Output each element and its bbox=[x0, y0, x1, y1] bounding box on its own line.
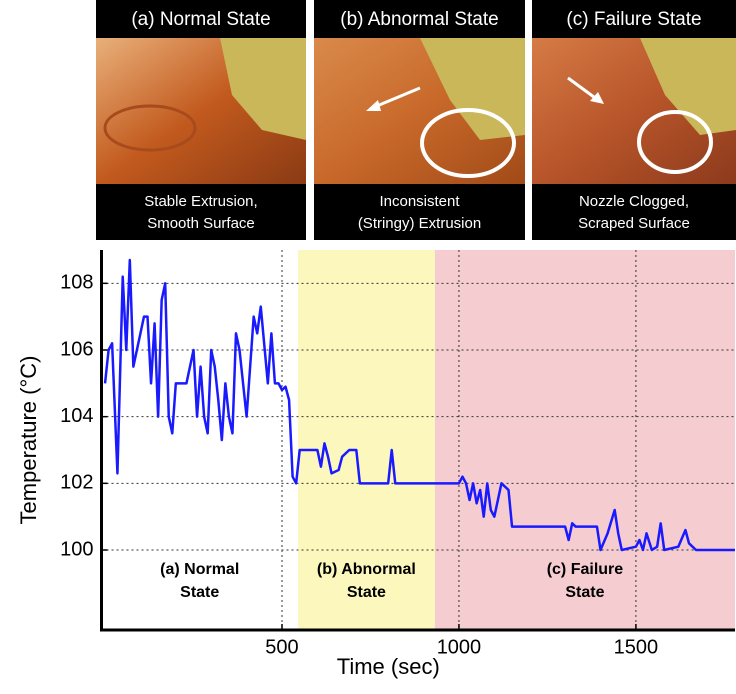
region-label: (c) Failure bbox=[547, 561, 624, 578]
panel-caption: Inconsistent bbox=[379, 193, 460, 210]
photos bbox=[96, 38, 736, 184]
region-label: State bbox=[565, 584, 604, 601]
panel-header: (b) Abnormal State bbox=[340, 9, 498, 30]
y-tick-label: 102 bbox=[60, 472, 93, 494]
region-label: State bbox=[180, 584, 219, 601]
panel-header: (c) Failure State bbox=[566, 9, 701, 30]
plot: (a) Normal State (b) Abnormal State (c) Fail… bbox=[16, 250, 735, 679]
x-tick-label: 500 bbox=[265, 636, 298, 658]
panel-caption: Stable Extrusion, bbox=[144, 193, 257, 210]
panel-caption: Nozzle Clogged, bbox=[579, 193, 689, 210]
x-axis-label: Time (sec) bbox=[337, 654, 440, 679]
region-label: State bbox=[347, 584, 386, 601]
x-tick-label: 1000 bbox=[437, 636, 482, 658]
y-tick-label: 100 bbox=[60, 538, 93, 560]
y-tick-label: 104 bbox=[60, 405, 93, 427]
region-label: (a) Normal bbox=[160, 561, 239, 578]
y-axis-label: Temperature (°C) bbox=[16, 356, 41, 525]
figure: (a) Normal State Stable Extrusion, Smooth … bbox=[0, 0, 736, 689]
panel-caption: Scraped Surface bbox=[578, 215, 690, 232]
panel-caption: (Stringy) Extrusion bbox=[358, 215, 481, 232]
x-tick-label: 1500 bbox=[614, 636, 659, 658]
region-label: (b) Abnormal bbox=[317, 561, 416, 578]
panel-header: (a) Normal State bbox=[131, 9, 270, 30]
y-tick-label: 106 bbox=[60, 338, 93, 360]
panel-caption: Smooth Surface bbox=[147, 215, 255, 232]
page: {"panels": [ {"header": "(a) Normal Stat… bbox=[0, 0, 736, 689]
y-tick-label: 108 bbox=[60, 272, 93, 294]
